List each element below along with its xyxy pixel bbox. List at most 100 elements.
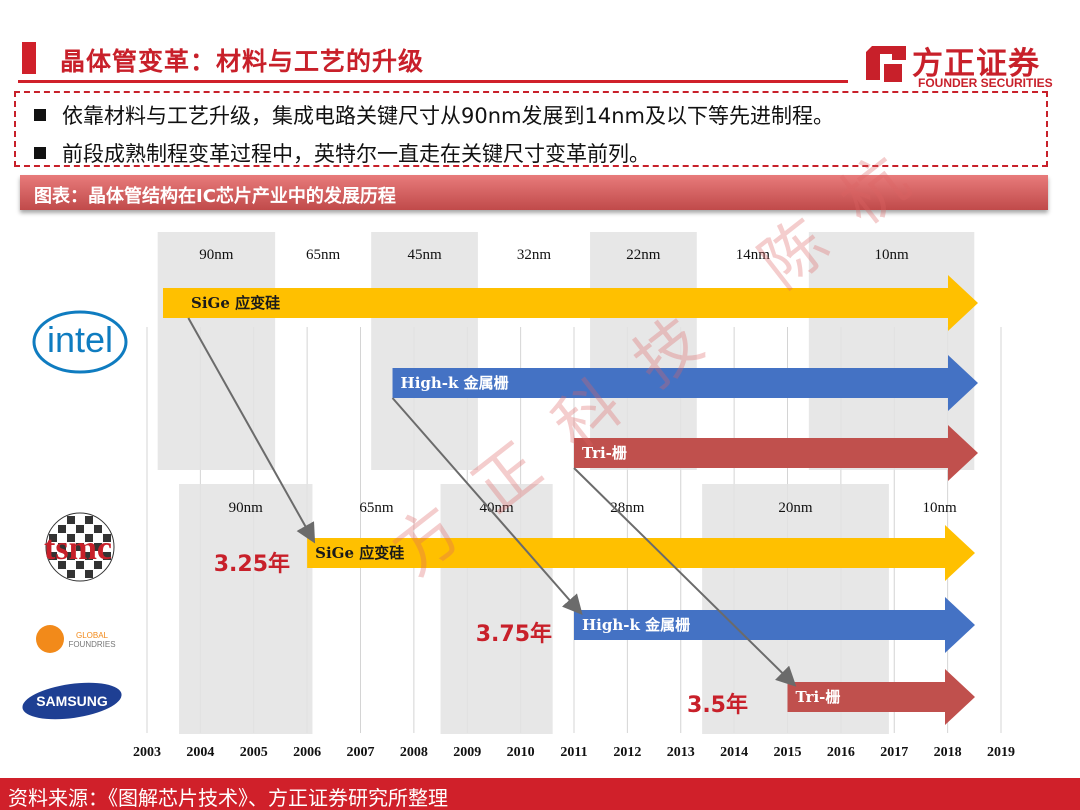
node-label: 45nm [407,247,442,263]
node-band [590,232,697,470]
year-tick-label: 2015 [774,745,802,760]
tsmc-logo-icon [45,512,115,582]
bullet-text: 依靠材料与工艺升级，集成电路关键尺寸从90nm发展到14nm及以下等先进制程。 [62,104,834,128]
year-tick-label: 2019 [987,745,1015,760]
tech-arrow [787,669,975,725]
year-tick-label: 2003 [133,745,161,760]
lag-label: 3.5年 [687,692,748,718]
year-tick-label: 2011 [560,745,587,760]
node-label: 32nm [517,247,552,263]
tsmc-wafer-cell [76,543,84,551]
tsmc-wafer-cell [58,525,66,533]
node-band [157,232,276,470]
lag-label: 3.75年 [476,621,552,647]
page-title: 晶体管变革：材料与工艺的升级 [60,47,425,76]
node-label: 65nm [359,500,394,516]
year-tick-label: 2008 [400,745,428,760]
bullet-item: 依靠材料与工艺升级，集成电路关键尺寸从90nm发展到14nm及以下等先进制程。 [34,100,834,130]
node-label: 22nm [626,247,661,263]
brand-name-cn: 方正证券 [912,46,1040,82]
tech-label: Tri-栅 [796,688,841,706]
tsmc-wafer-cell [76,525,84,533]
lag-label: 3.25年 [214,551,290,577]
samsung-logo-icon [22,682,122,720]
caption-bar [20,175,1048,210]
year-tick-label: 2007 [347,745,375,760]
tsmc-wafer-cell [103,552,111,560]
source-note: 资料来源：《图解芯片技术》、方正证券研究所整理 [8,786,448,810]
tech-arrow [392,355,978,411]
node-band [371,232,478,470]
tsmc-wafer-cell [67,534,75,542]
globalfoundries-logo: FOUNDRIES [68,640,115,649]
bullet-text: 前段成熟制程变革过程中，英特尔一直走在关键尺寸变革前列。 [62,142,650,166]
tsmc-wafer-cell [58,561,66,569]
tsmc-wafer-cell [76,561,84,569]
year-tick-label: 2009 [453,745,481,760]
node-label: 10nm [874,247,909,263]
tsmc-wafer-cell [58,543,66,551]
year-tick-label: 2013 [667,745,695,760]
tsmc-wafer-cell [94,525,102,533]
tsmc-wafer-cell [103,534,111,542]
lag-connector [391,397,583,616]
brand-logo-icon [866,46,906,82]
year-tick-label: 2006 [293,745,321,760]
year-tick-label: 2014 [720,745,748,760]
node-label: 10nm [923,500,958,516]
globalfoundries-logo-icon [36,625,64,653]
node-band [440,484,553,734]
tech-label: Tri-栅 [582,444,627,462]
year-tick-label: 2010 [507,745,535,760]
node-label: 40nm [480,500,515,516]
tech-arrow [307,525,975,581]
title-underline [18,80,848,83]
intel-logo: intel [47,319,113,360]
year-tick-label: 2005 [240,745,268,760]
tsmc-logo: tsmc [44,530,112,567]
tsmc-wafer-cell [49,552,57,560]
year-tick-label: 2004 [186,745,214,760]
node-label: 20nm [778,500,813,516]
title-accent-bar [22,42,36,74]
year-tick-label: 2018 [934,745,962,760]
summary-box [14,91,1048,167]
bullet-square-icon [34,147,46,159]
tsmc-wafer-cell [85,570,93,578]
source-bar [0,778,1080,810]
intel-logo-ring [32,310,128,374]
node-label: 65nm [306,247,341,263]
tech-arrow [163,275,978,331]
samsung-logo: SAMSUNG [36,693,108,709]
node-band [179,484,313,734]
tech-label: SiGe 应变硅 [191,294,280,312]
bullet-square-icon [34,109,46,121]
brand-name-en: FOUNDER SECURITIES [918,76,1053,90]
tech-arrow [574,425,978,481]
node-label: 90nm [199,247,234,263]
tech-label: High-k 金属栅 [582,616,690,634]
tsmc-wafer-cell [67,516,75,524]
tsmc-wafer-cell [67,570,75,578]
node-label: 90nm [229,500,264,516]
timeline-chart: 90nm 65nm 45nm 32nm 22nm 14nm 10nm 90nm 65nm 40nm… [22,232,1015,760]
node-label: 14nm [736,247,771,263]
tsmc-wafer-cell [67,552,75,560]
tsmc-wafer-cell [85,552,93,560]
figure-caption: 图表：晶体管结构在IC芯片产业中的发展历程 [34,186,396,207]
lag-connector [187,317,316,544]
tsmc-wafer-cell [94,543,102,551]
tsmc-wafer-cell [85,516,93,524]
year-tick-label: 2017 [880,745,908,760]
tsmc-wafer-cell [49,534,57,542]
tsmc-wafer-cell [94,561,102,569]
globalfoundries-logo: GLOBAL [76,631,109,640]
year-tick-label: 2016 [827,745,855,760]
bullet-item: 前段成熟制程变革过程中，英特尔一直走在关键尺寸变革前列。 [34,138,650,168]
lag-connector [573,467,797,687]
year-tick-label: 2012 [613,745,641,760]
tech-arrow [574,597,975,653]
node-band [808,232,975,470]
tech-label: SiGe 应变硅 [315,544,404,562]
tech-label: High-k 金属栅 [401,374,509,392]
